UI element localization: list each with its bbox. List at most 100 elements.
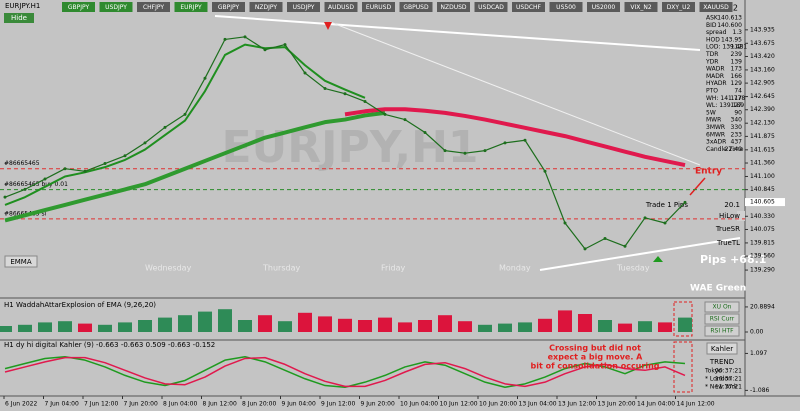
- button-label[interactable]: USDCAD: [478, 4, 504, 11]
- button-bg[interactable]: [699, 2, 733, 12]
- price-point: [483, 149, 487, 153]
- button-label[interactable]: US500: [556, 4, 576, 11]
- day-label: Friday: [381, 264, 406, 273]
- symbol-button[interactable]: EURUSD: [362, 2, 395, 12]
- button-label[interactable]: GBPJPY: [218, 4, 240, 11]
- button-bg[interactable]: [512, 2, 545, 12]
- stat-label: MWR: [706, 117, 721, 124]
- symbol-button[interactable]: US2000: [587, 2, 620, 12]
- price-point: [203, 76, 207, 80]
- wae-note: WAE Green: [690, 284, 746, 294]
- symbol-button[interactable]: USDCAD: [474, 2, 508, 12]
- symbol-button[interactable]: USDCHF: [512, 2, 545, 12]
- stat-value: 143.95: [721, 36, 742, 43]
- symbol-button[interactable]: USDJPY: [99, 2, 133, 12]
- emma-button[interactable]: [4, 255, 38, 268]
- symbol-button[interactable]: XAUUSD: [699, 2, 733, 12]
- emma-label[interactable]: EMMA: [10, 258, 32, 266]
- button-bg[interactable]: [662, 2, 695, 12]
- wae-button[interactable]: [704, 301, 740, 313]
- hide-button[interactable]: [4, 13, 34, 23]
- button-label[interactable]: US2000: [592, 4, 616, 11]
- button-label[interactable]: XAUUSD: [703, 4, 729, 11]
- button-bg[interactable]: [249, 2, 283, 12]
- wae-bar: [38, 322, 52, 332]
- button-bg[interactable]: [437, 2, 470, 12]
- symbol-button[interactable]: DXY_U2: [662, 2, 695, 12]
- symbol-button[interactable]: USDJPY: [287, 2, 320, 12]
- kahler-label[interactable]: Kahler: [711, 345, 733, 353]
- wae-button[interactable]: [704, 313, 740, 325]
- button-label[interactable]: USDJPY: [293, 4, 315, 11]
- x-tick-label: 8 Jun 12:00: [203, 401, 237, 408]
- annotation: bit of consolidation occuring: [531, 362, 660, 371]
- stat-label: Candle Time: [706, 146, 744, 153]
- button-bg[interactable]: [99, 2, 133, 12]
- wae-bar: [418, 320, 432, 332]
- wae-button-label[interactable]: RSI HTF: [710, 328, 734, 335]
- stat-value: 74: [734, 88, 742, 95]
- symbol-button[interactable]: US500: [549, 2, 583, 12]
- button-label[interactable]: USDJPY: [105, 4, 127, 11]
- button-bg[interactable]: [62, 2, 95, 12]
- symbol-button[interactable]: NZDUSD: [437, 2, 470, 12]
- button-label[interactable]: DXY_U2: [667, 4, 691, 11]
- truetl-label[interactable]: TrueTL: [716, 239, 740, 247]
- stat-value: 117: [731, 95, 743, 102]
- y-tick-label: 0.00: [750, 329, 764, 336]
- price-point: [463, 151, 467, 155]
- kahler-button[interactable]: [706, 342, 738, 355]
- wae-button-label[interactable]: XU On: [713, 304, 732, 311]
- stat-label: MADR: [706, 73, 724, 80]
- symbol-button[interactable]: GBPJPY: [62, 2, 95, 12]
- hide-label[interactable]: Hide: [11, 14, 27, 22]
- button-label[interactable]: AUDUSD: [328, 4, 354, 11]
- button-bg[interactable]: [624, 2, 658, 12]
- button-bg[interactable]: [549, 2, 583, 12]
- button-bg[interactable]: [587, 2, 620, 12]
- truesr-label[interactable]: TrueSR: [715, 225, 740, 233]
- symbol-button[interactable]: GBPUSD: [399, 2, 433, 12]
- button-bg[interactable]: [137, 2, 170, 12]
- wae-bar: [18, 324, 32, 332]
- symbol-button[interactable]: VIX_N2: [624, 2, 658, 12]
- button-bg[interactable]: [287, 2, 320, 12]
- button-label[interactable]: NZDUSD: [440, 4, 466, 11]
- y-tick-label: 143.420: [750, 53, 775, 60]
- wae-button-label[interactable]: RSI Curr: [710, 316, 735, 323]
- button-label[interactable]: VIX_N2: [630, 4, 651, 11]
- price-point: [83, 169, 87, 173]
- wae-button[interactable]: [704, 325, 740, 337]
- button-label[interactable]: CHFJPY: [143, 4, 164, 11]
- wae-bar: [58, 321, 72, 332]
- symbol-button[interactable]: GBPJPY: [212, 2, 245, 12]
- symbol-button[interactable]: AUDUSD: [324, 2, 358, 12]
- price-point: [263, 48, 267, 52]
- button-label[interactable]: EURUSD: [366, 4, 392, 11]
- price-point: [283, 43, 287, 47]
- wae-bar: [458, 321, 472, 332]
- wae-bar: [158, 317, 172, 332]
- wae-bar: [658, 322, 672, 332]
- button-bg[interactable]: [399, 2, 433, 12]
- button-label[interactable]: GBPJPY: [68, 4, 90, 11]
- button-label[interactable]: GBPUSD: [403, 4, 429, 11]
- button-bg[interactable]: [362, 2, 395, 12]
- button-label[interactable]: EURJPY: [180, 4, 202, 11]
- button-bg[interactable]: [174, 2, 208, 12]
- symbol-button[interactable]: EURJPY: [174, 2, 208, 12]
- button-label[interactable]: NZDJPY: [255, 4, 277, 11]
- symbol-button[interactable]: NZDJPY: [249, 2, 283, 12]
- y-tick-label: 142.645: [750, 93, 775, 100]
- button-bg[interactable]: [324, 2, 358, 12]
- button-bg[interactable]: [212, 2, 245, 12]
- hilow-label[interactable]: HiLow: [719, 212, 740, 220]
- x-tick-label: 8 Jun 04:00: [163, 401, 197, 408]
- symbol-button[interactable]: CHFJPY: [137, 2, 170, 12]
- button-label[interactable]: USDCHF: [516, 4, 542, 11]
- wae-bar: [558, 310, 572, 332]
- fast-ema: [4, 43, 366, 206]
- button-bg[interactable]: [474, 2, 508, 12]
- stat-value: 129: [731, 80, 743, 87]
